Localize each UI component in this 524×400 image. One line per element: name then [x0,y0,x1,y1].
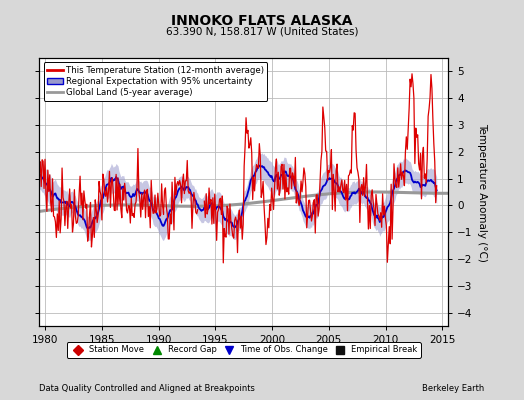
Legend: Station Move, Record Gap, Time of Obs. Change, Empirical Break: Station Move, Record Gap, Time of Obs. C… [67,342,421,358]
Legend: This Temperature Station (12-month average), Regional Expectation with 95% uncer: This Temperature Station (12-month avera… [43,62,267,100]
Text: INNOKO FLATS ALASKA: INNOKO FLATS ALASKA [171,14,353,28]
Text: 63.390 N, 158.817 W (United States): 63.390 N, 158.817 W (United States) [166,26,358,36]
Y-axis label: Temperature Anomaly (°C): Temperature Anomaly (°C) [477,122,487,262]
Text: Berkeley Earth: Berkeley Earth [422,384,485,393]
Text: Data Quality Controlled and Aligned at Breakpoints: Data Quality Controlled and Aligned at B… [39,384,255,393]
